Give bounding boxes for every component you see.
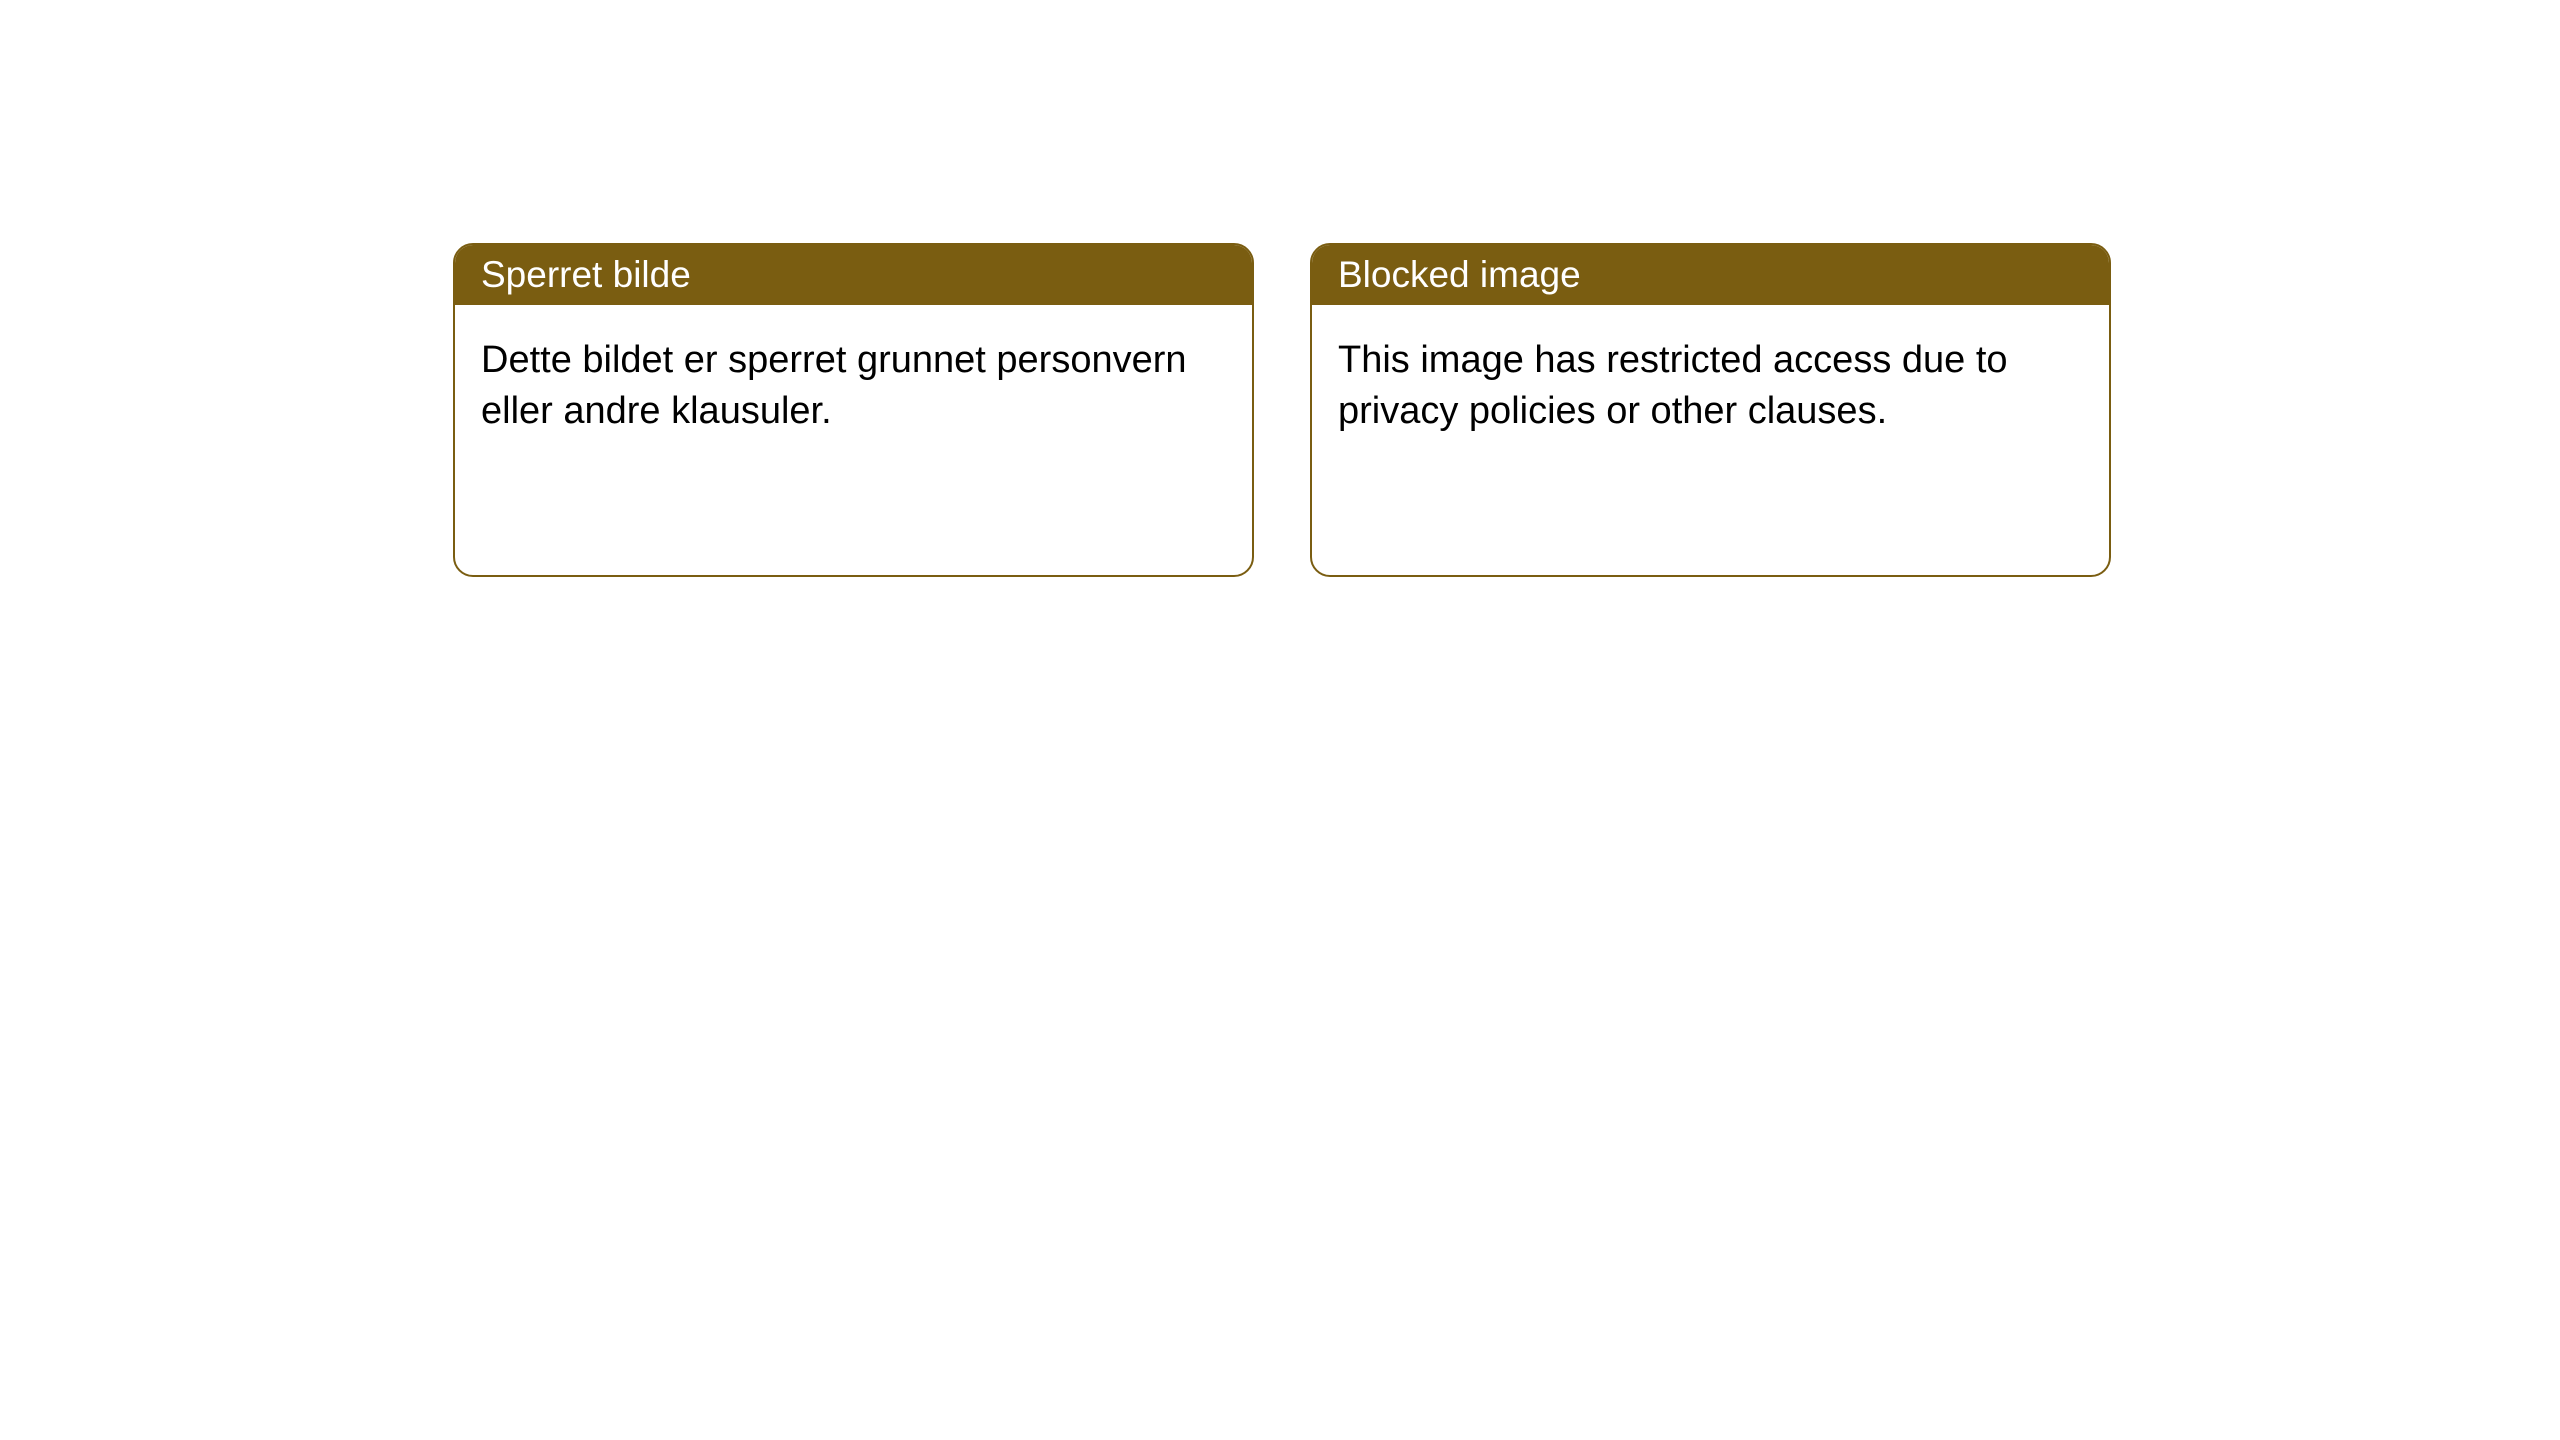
- card-message-english: This image has restricted access due to …: [1338, 339, 2008, 432]
- card-header-norwegian: Sperret bilde: [455, 245, 1252, 305]
- blocked-image-card-english: Blocked image This image has restricted …: [1310, 243, 2111, 577]
- card-header-english: Blocked image: [1312, 245, 2109, 305]
- card-title-english: Blocked image: [1338, 254, 1581, 295]
- blocked-image-card-norwegian: Sperret bilde Dette bildet er sperret gr…: [453, 243, 1254, 577]
- notice-container: Sperret bilde Dette bildet er sperret gr…: [453, 243, 2111, 577]
- card-title-norwegian: Sperret bilde: [481, 254, 691, 295]
- card-message-norwegian: Dette bildet er sperret grunnet personve…: [481, 339, 1187, 432]
- card-body-english: This image has restricted access due to …: [1312, 305, 2109, 575]
- card-body-norwegian: Dette bildet er sperret grunnet personve…: [455, 305, 1252, 575]
